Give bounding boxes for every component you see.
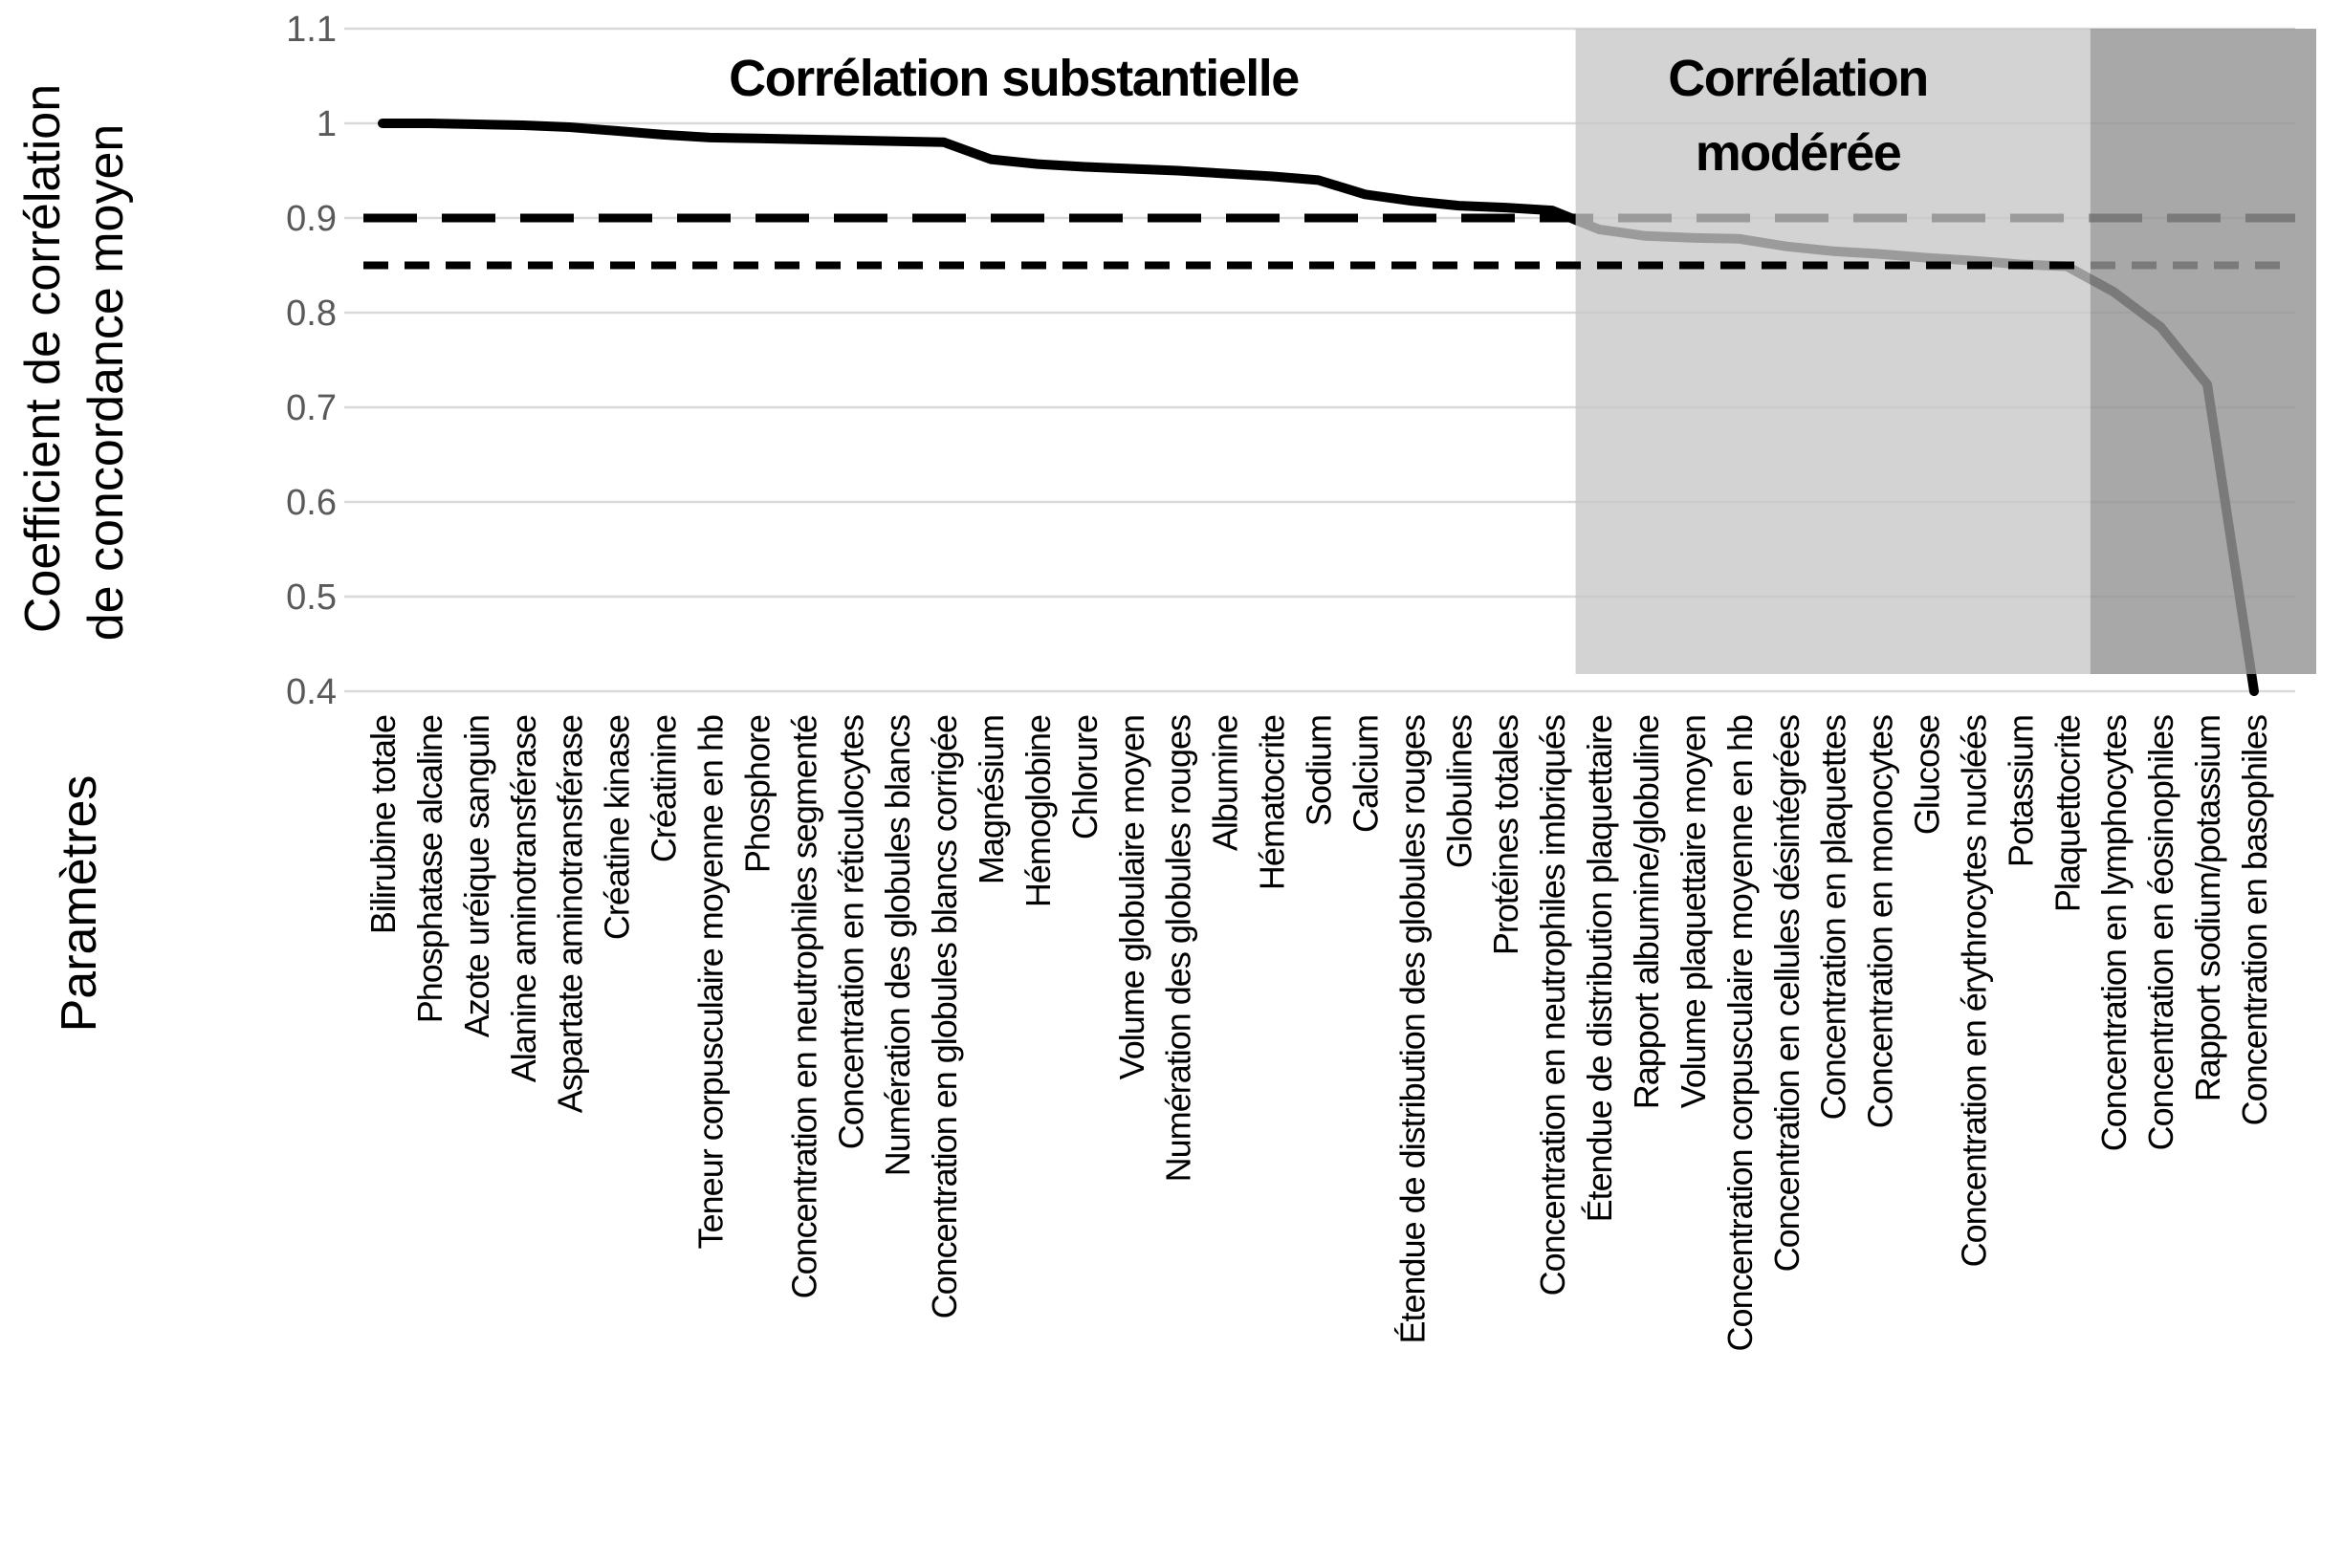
y-tick-label-0.9: 0.9 [286,199,337,239]
y-axis-title-line1: Coefficient de corrélation [15,84,71,633]
x-label-22: Calcium [1346,715,1385,833]
dark-region-layer [2090,29,2316,674]
y-tick-label-0.8: 0.8 [286,294,337,334]
x-label-12: Numération des globules blancs [878,715,917,1176]
x-axis-title: Paramètres [52,775,107,1033]
region-moderate-overlay [1575,29,2091,674]
x-label-20: Hématocrite [1253,715,1292,890]
x-label-4: Alanine aminotransférase [504,715,543,1082]
x-label-21: Sodium [1300,715,1339,826]
x-label-27: Étendue de distribution plaquettaire [1580,715,1619,1222]
x-label-14: Magnésium [972,715,1011,884]
zone-title-substantial: Corrélation substantielle [729,50,1299,107]
x-label-41: Concentration en basophiles [2235,715,2274,1125]
x-label-38: Concentration en lymphocytes [2094,715,2134,1151]
x-label-17: Volume globulaire moyen [1112,715,1151,1079]
x-label-16: Chlorure [1065,715,1105,839]
x-label-1: Bilirubine totale [363,715,403,934]
zone-title-moderate-line1: Corrélation [1668,50,1928,107]
y-tick-label-0.4: 0.4 [286,672,337,712]
x-label-26: Concentration en neutrophiles imbriqués [1533,715,1572,1296]
x-label-30: Concentration corpusculaire moyenne en h… [1720,715,1760,1351]
x-label-13: Concentration en globules blancs corrigé… [925,715,964,1318]
zone-titles: Corrélation substantielle Corrélation mo… [729,50,1929,182]
y-axis-title-line2: de concordance moyen [78,124,134,642]
x-label-7: Créatinine [645,715,684,862]
x-label-37: Plaquettocrite [2047,715,2087,912]
x-label-33: Concentration en monocytes [1861,715,1900,1128]
y-tick-label-1: 1 [317,104,337,144]
x-label-23: Étendue de distribution des globules rou… [1392,715,1432,1344]
x-label-34: Glucose [1908,715,1947,835]
x-label-39: Concentration en éosinophiles [2141,715,2180,1150]
x-label-10: Concentration en neutrophiles segmenté [784,715,823,1298]
x-label-29: Volume plaquettaire moyen [1674,715,1713,1108]
x-label-24: Globulines [1439,715,1478,868]
x-label-15: Hémoglobine [1018,715,1058,907]
axis-titles: Coefficient de corrélation de concordanc… [15,84,134,1033]
x-label-18: Numération des globules rouges [1159,715,1198,1182]
y-tick-label-0.7: 0.7 [286,388,337,428]
x-label-32: Concentration en plaquettes [1814,715,1853,1120]
x-label-31: Concentration en cellules désintégrées [1767,715,1807,1272]
x-label-6: Créatine kinase [598,715,637,940]
x-label-3: Azote uréique sanguin [457,715,496,1037]
region-dark-overlay [2090,29,2316,674]
y-tick-label-0.5: 0.5 [286,577,337,618]
x-label-9: Phosphore [737,715,777,873]
x-label-19: Albumine [1206,715,1245,851]
zone-title-moderate-line2: modérée [1696,124,1901,182]
x-label-2: Phosphatase alcaline [410,715,449,1023]
x-label-8: Teneur corpusculaire moyenne en hb [691,715,731,1249]
x-label-35: Concentration en érythrocytes nucléés [1954,715,1993,1267]
x-label-28: Rapport albumine/globuline [1627,715,1666,1109]
y-tick-label-1.1: 1.1 [286,10,337,50]
x-label-36: Potassium [2001,715,2040,867]
x-label-25: Protéines totales [1486,715,1525,955]
x-label-11: Concentration en réticulocytes [831,715,870,1149]
moderate-region-layer [1575,29,2091,674]
x-label-5: Aspartate aminotransférase [551,715,590,1113]
y-tick-label-0.6: 0.6 [286,483,337,523]
x-label-40: Rapport sodium/potassium [2188,715,2227,1101]
